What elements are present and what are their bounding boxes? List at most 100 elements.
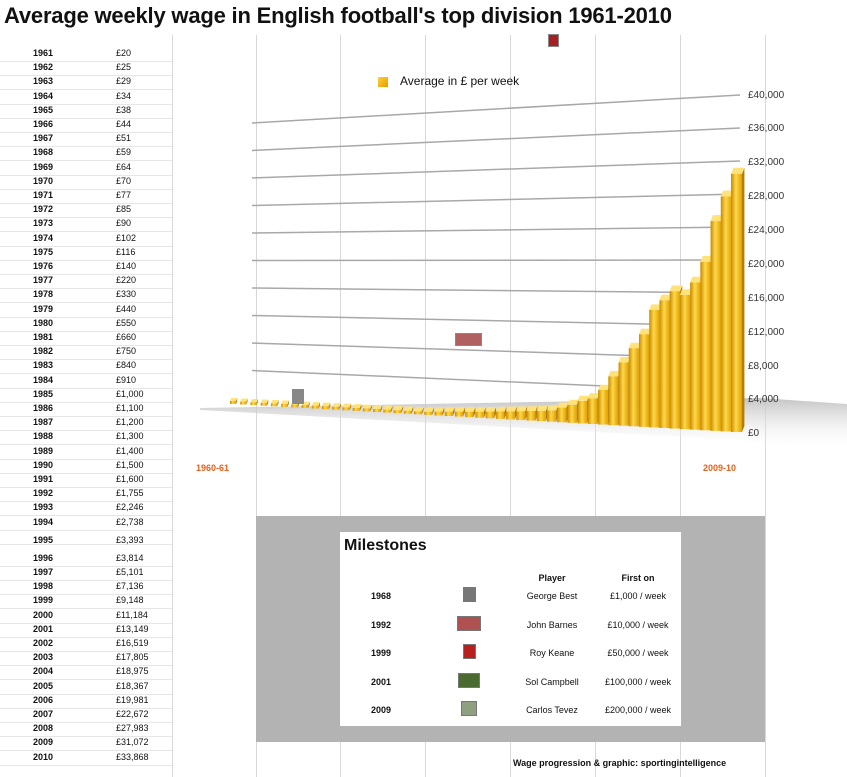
milestone-player: Carlos Tevez [526, 705, 578, 715]
chart-bar [618, 357, 631, 426]
milestone-player: John Barnes [526, 620, 578, 630]
player-photo-icon [548, 34, 559, 47]
player-photo-icon [455, 333, 482, 346]
milestones-frame [256, 516, 340, 742]
table-row: 1999 £9,148 [0, 594, 172, 610]
table-wage: £2,738 [116, 516, 144, 527]
chart-bar [393, 406, 403, 414]
table-year: 1974 [33, 232, 54, 243]
table-row: 1998 £7,136 [0, 580, 172, 596]
milestone-player: Sol Campbell [525, 677, 579, 687]
table-row: 2006 £19,981 [0, 694, 172, 709]
table-year: 2004 [33, 666, 54, 677]
chart-bar-top [281, 400, 289, 404]
table-row: 2004 £18,975 [0, 665, 172, 681]
chart-bar-front [393, 410, 402, 414]
milestones-title: Milestones [344, 537, 427, 554]
player-photo-icon [463, 587, 476, 602]
player-photo-icon [463, 644, 476, 659]
chart-bar-top [424, 407, 434, 412]
table-wage: £102 [116, 232, 137, 243]
table-row: 1966 £44 [0, 118, 172, 133]
chart-bar [414, 407, 424, 415]
chart-bar-front [291, 404, 298, 408]
table-year: 1983 [33, 360, 54, 371]
table-year: 1985 [33, 388, 54, 399]
table-wage: £77 [116, 190, 132, 200]
chart-bar-side [328, 402, 331, 410]
table-row: 1973 £90 [0, 217, 172, 233]
table-wage: £550 [116, 317, 137, 328]
table-row: 1995 £3,393 [0, 530, 172, 545]
chart-bar [475, 407, 486, 418]
table-row: 1977 £220 [0, 274, 172, 290]
chart-gridline [251, 127, 741, 152]
chart-bar-front [669, 291, 681, 429]
chart-bar-top [362, 404, 372, 409]
table-row: 1993 £2,246 [0, 501, 172, 517]
chart-bar-side [380, 405, 383, 412]
table-wage: £85 [116, 204, 132, 215]
chart-bar [311, 402, 321, 409]
chart-bar [434, 407, 445, 416]
table-row: 1968 £59 [0, 146, 172, 162]
chart-bar-top [526, 406, 538, 412]
chart-bar-front [403, 410, 412, 414]
table-wage: £27,983 [116, 723, 149, 734]
chart-bar [322, 402, 331, 410]
table-row: 2005 £18,367 [0, 680, 172, 695]
chart-bar-top [342, 403, 352, 408]
table-year: 2007 [33, 709, 54, 719]
chart-bar [342, 403, 352, 411]
chart-bar-side [421, 407, 424, 415]
chart-bar [465, 407, 476, 418]
table-wage: £1,600 [116, 474, 144, 484]
table-year: 1975 [33, 246, 54, 257]
chart-bar-top [577, 395, 590, 401]
table-wage: £25 [116, 62, 132, 73]
chart-bar-front [362, 408, 371, 412]
chart-bar-top [679, 289, 693, 295]
chart-bar-top [567, 399, 579, 405]
chart-bar-side [742, 167, 745, 432]
y-tick-label: £16,000 [748, 293, 785, 304]
chart-bar-front [608, 376, 619, 426]
table-row: 1982 £750 [0, 345, 172, 361]
chart-gridline [251, 226, 741, 234]
chart-bar-front [679, 294, 691, 430]
table-row: 1984 £910 [0, 374, 172, 389]
chart-bar-front [720, 196, 732, 432]
chart-bar-front [332, 406, 340, 410]
table-year: 1972 [33, 204, 54, 215]
table-wage: £140 [116, 261, 137, 271]
chart-bar-side [411, 406, 414, 414]
chart-bar-top [444, 407, 455, 412]
table-year: 1994 [33, 516, 54, 527]
milestones-panel: Milestones Player First on 1968 George Be… [340, 532, 681, 726]
table-wage: £910 [116, 374, 137, 385]
chart-bar-top [240, 398, 248, 402]
table-row: 1979 £440 [0, 303, 172, 318]
y-tick-label: £0 [748, 428, 760, 439]
milestone-year: 2001 [371, 677, 392, 687]
chart-bar-side [277, 400, 279, 407]
chart-bar-side [401, 406, 403, 414]
chart-bar [230, 398, 238, 404]
table-wage: £11,184 [116, 609, 148, 620]
table-year: 1973 [33, 218, 54, 229]
table-year: 1999 [33, 595, 54, 606]
chart-bar-top [403, 406, 414, 411]
chart-bar-front [495, 411, 505, 419]
table-year: 2002 [33, 638, 54, 648]
chart-bar [495, 406, 507, 419]
chart-bar-front [485, 411, 495, 419]
table-row: 1965 £38 [0, 104, 172, 119]
table-row: 1969 £64 [0, 161, 172, 176]
chart-bar [526, 406, 538, 421]
chart-bar-front [465, 411, 474, 418]
chart-bar-front [373, 409, 381, 412]
table-year: 2009 [33, 737, 54, 748]
table-wage: £9,148 [116, 595, 144, 606]
chart-bar-front [475, 411, 484, 418]
chart-bar [546, 405, 559, 422]
